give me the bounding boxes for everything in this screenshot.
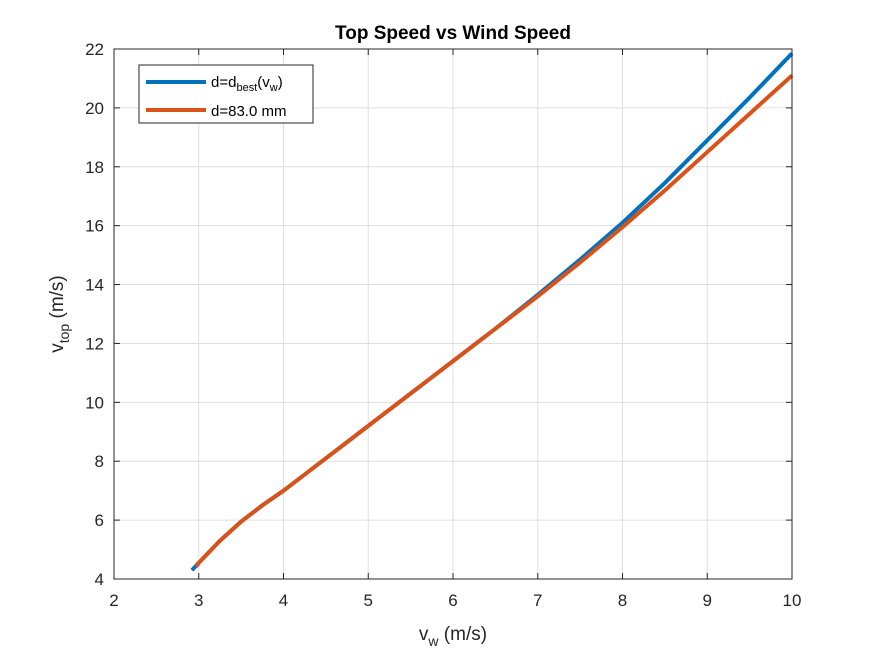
x-tick-label: 9 — [703, 591, 712, 610]
ticks — [113, 48, 793, 580]
legend-label-fixed: d=83.0 mm — [211, 103, 286, 120]
x-tick-label: 6 — [448, 591, 457, 610]
series-line-1 — [194, 74, 794, 568]
legend-label-best: d=dbest(vw) — [211, 74, 283, 94]
legend-box — [138, 64, 314, 124]
legend-best-base: d=d — [211, 74, 236, 91]
x-axis-label-rest: (m/s) — [439, 624, 488, 645]
x-tick-label: 5 — [364, 591, 373, 610]
y-tick-label: 12 — [85, 334, 104, 353]
series-group — [190, 52, 794, 572]
legend-best-rest: (v — [257, 74, 270, 91]
y-axis-label-base: v — [47, 343, 68, 353]
y-tick-label: 8 — [95, 452, 104, 471]
y-tick-label: 22 — [85, 40, 104, 59]
legend-best-sub2: w — [269, 82, 278, 94]
x-tick-label: 3 — [194, 591, 203, 610]
x-axis-label-sub: w — [427, 633, 439, 649]
y-tick-label: 14 — [85, 276, 104, 295]
y-tick-label: 4 — [95, 570, 104, 589]
y-axis-label-rest: (m/s) — [47, 275, 68, 324]
y-axis-label: vtop (m/s) — [47, 275, 72, 353]
x-tick-label: 2 — [109, 591, 118, 610]
legend-best-sub: best — [236, 82, 257, 94]
y-tick-label: 6 — [95, 511, 104, 530]
y-axis-label-sub: top — [56, 324, 72, 344]
legend: d=dbest(vw) d=83.0 mm — [138, 64, 314, 124]
y-tick-label: 18 — [85, 158, 104, 177]
tick-labels: 2 3 4 5 6 7 8 9 10 4 6 8 10 12 14 16 18 20 22 — [85, 40, 801, 610]
x-tick-label: 4 — [279, 591, 288, 610]
x-tick-label: 10 — [783, 591, 802, 610]
y-tick-label: 20 — [85, 99, 104, 118]
x-tick-label: 7 — [533, 591, 542, 610]
x-axis-label: vw (m/s) — [419, 624, 487, 649]
legend-best-end: ) — [278, 74, 283, 91]
x-tick-label: 8 — [618, 591, 627, 610]
x-axis-label-base: v — [419, 624, 429, 645]
chart-title: Top Speed vs Wind Speed — [335, 23, 571, 44]
y-tick-label: 10 — [85, 393, 104, 412]
y-tick-label: 16 — [85, 217, 104, 236]
